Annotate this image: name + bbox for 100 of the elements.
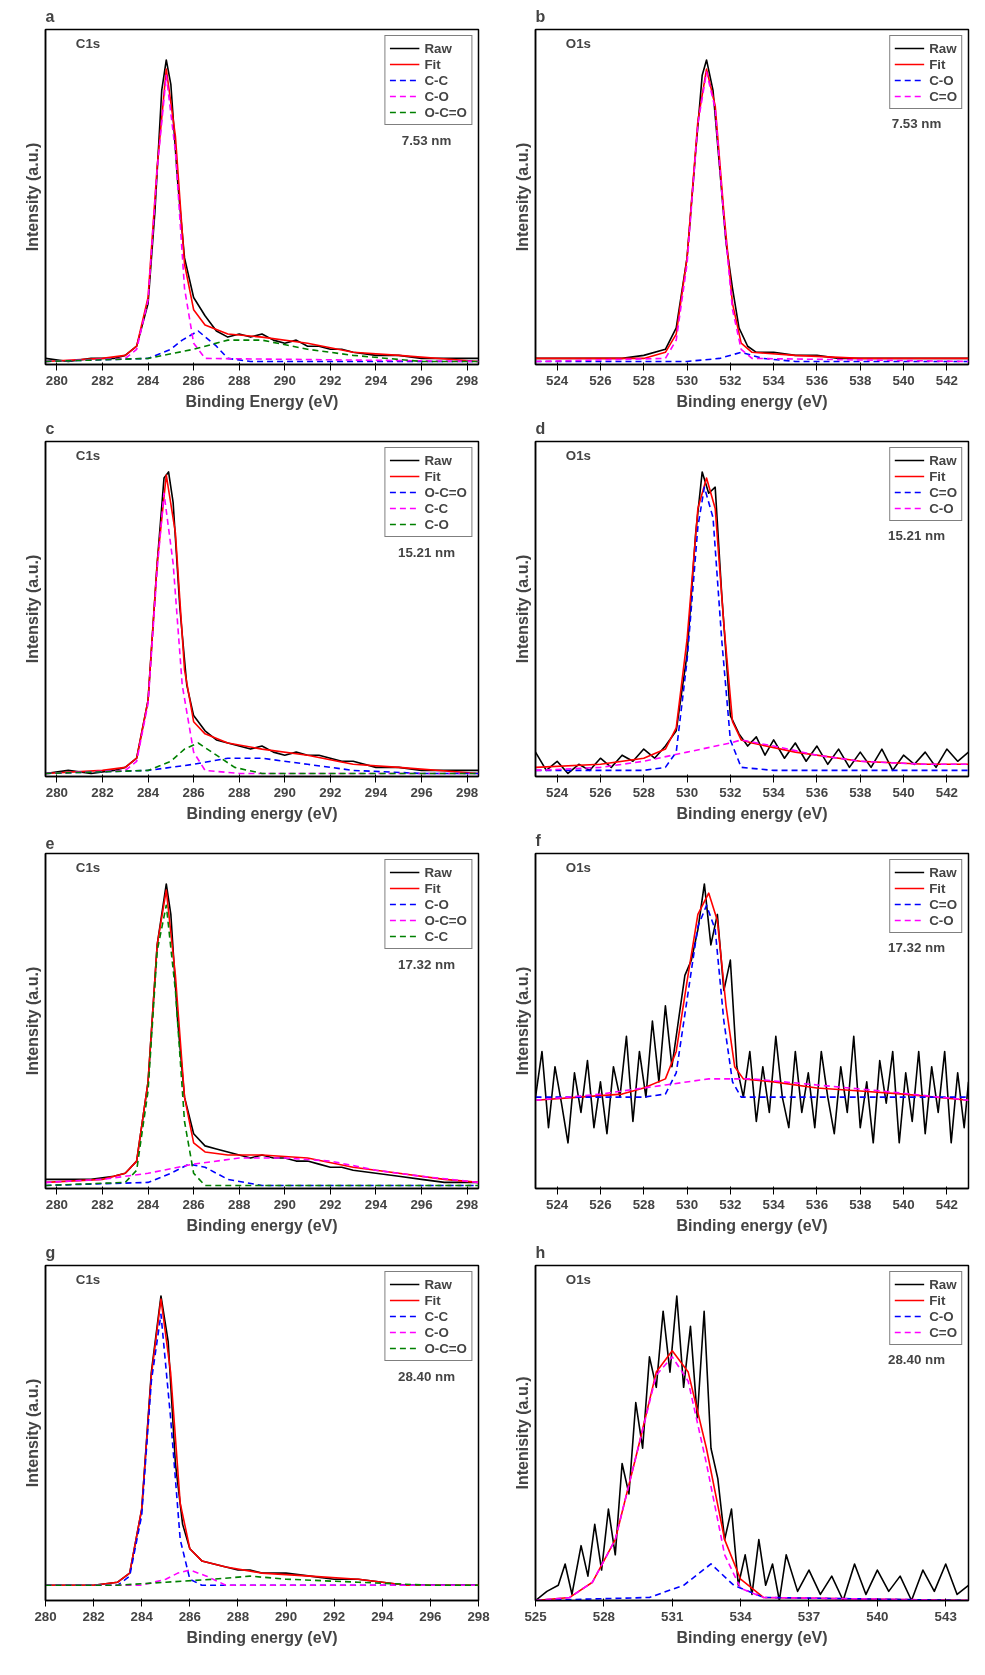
x-tick-label: 534: [762, 784, 786, 800]
legend-label: C-C: [424, 500, 449, 516]
legend-label: Fit: [424, 56, 442, 72]
x-tick-label: 298: [455, 372, 479, 388]
x-tick-label: 292: [319, 1196, 342, 1212]
x-tick-label: 542: [935, 372, 958, 388]
legend-label: C=O: [929, 88, 957, 104]
chart-title: b: [535, 7, 546, 25]
y-axis-title: Intensity (a.u.): [513, 142, 531, 252]
legend-label: Raw: [929, 1276, 957, 1292]
y-axis-title: Intensity (a.u.): [513, 966, 531, 1076]
x-tick-label: 296: [419, 1608, 442, 1624]
x-axis-title: Binding energy (eV): [186, 1216, 338, 1234]
legend-label: Fit: [424, 880, 442, 896]
legend-label: Fit: [424, 468, 442, 484]
x-tick-label: 288: [228, 784, 251, 800]
legend-label: Fit: [929, 56, 947, 72]
x-tick-label: 294: [371, 1608, 394, 1624]
x-tick-label: 542: [935, 784, 958, 800]
legend-label: C-C: [424, 1308, 449, 1324]
x-tick-label: 538: [849, 372, 872, 388]
x-tick-label: 543: [934, 1608, 957, 1624]
y-axis-title: Intensity (a.u.): [23, 142, 41, 252]
x-tick-label: 298: [455, 784, 479, 800]
text: O1s: [565, 36, 592, 52]
annotation: 17.32 nm: [398, 957, 456, 973]
legend-label: Fit: [929, 468, 947, 484]
x-tick-label: 294: [364, 372, 388, 388]
x-tick-label: 288: [228, 372, 251, 388]
x-axis-title: Binding energy (eV): [186, 1628, 338, 1646]
x-axis-title: Binding energy (eV): [676, 1216, 828, 1234]
x-tick-label: 537: [797, 1608, 821, 1624]
x-tick-label: 540: [892, 372, 915, 388]
x-tick-label: 282: [91, 784, 114, 800]
x-tick-label: 290: [274, 1608, 298, 1624]
annotation: 15.21 nm: [398, 545, 456, 561]
text: O1s: [565, 448, 592, 464]
x-tick-label: 282: [91, 1196, 114, 1212]
legend-label: C-O: [929, 72, 954, 88]
x-tick-label: 542: [935, 1196, 958, 1212]
legend-label: C-O: [929, 1308, 954, 1324]
x-tick-label: 524: [546, 784, 569, 800]
y-axis-title: Intensity (a.u.): [23, 1378, 41, 1488]
y-axis-title: Intensity (a.u.): [23, 966, 41, 1076]
x-tick-label: 530: [675, 372, 699, 388]
x-tick-label: 526: [589, 784, 612, 800]
x-tick-label: 538: [849, 784, 872, 800]
x-tick-label: 282: [82, 1608, 105, 1624]
x-tick-label: 284: [136, 784, 160, 800]
x-axis-title: Binding energy (eV): [676, 392, 828, 410]
legend-label: C=O: [929, 1324, 957, 1340]
chart-title: f: [535, 831, 542, 849]
x-tick-label: 524: [546, 372, 569, 388]
annotation: 7.53 nm: [891, 115, 942, 131]
x-tick-label: 540: [892, 1196, 915, 1212]
legend-label: C-C: [424, 72, 449, 88]
x-tick-label: 530: [675, 1196, 699, 1212]
x-tick-label: 284: [136, 372, 160, 388]
x-tick-label: 280: [45, 784, 69, 800]
legend-label: C-O: [929, 912, 954, 928]
y-axis-title: Intenisity (a.u.): [513, 1376, 531, 1490]
y-axis-title: Intensity (a.u.): [513, 554, 531, 664]
x-tick-label: 294: [364, 784, 388, 800]
x-tick-label: 292: [323, 1608, 346, 1624]
legend-label: Raw: [929, 864, 957, 880]
x-tick-label: 536: [805, 784, 829, 800]
legend-label: Fit: [929, 1292, 947, 1308]
x-tick-label: 528: [632, 1196, 655, 1212]
legend-label: Raw: [929, 40, 957, 56]
x-tick-label: 284: [130, 1608, 154, 1624]
x-tick-label: 294: [364, 1196, 388, 1212]
legend-label: O-C=O: [424, 104, 467, 120]
x-tick-label: 540: [892, 784, 915, 800]
legend-label: Raw: [929, 452, 957, 468]
legend-label: C-O: [424, 516, 449, 532]
x-tick-label: 288: [228, 1196, 251, 1212]
legend-label: C-O: [424, 88, 449, 104]
chart-title: g: [45, 1243, 56, 1261]
x-tick-label: 298: [455, 1196, 479, 1212]
text: C1s: [75, 36, 101, 52]
x-tick-label: 298: [467, 1608, 490, 1624]
x-tick-label: 280: [45, 1196, 69, 1212]
annotation: 28.40 nm: [398, 1369, 456, 1385]
legend-label: O-C=O: [424, 1340, 467, 1356]
legend-label: O-C=O: [424, 484, 467, 500]
x-tick-label: 280: [34, 1608, 57, 1624]
annotation: 15.21 nm: [888, 527, 946, 543]
x-tick-label: 280: [45, 372, 69, 388]
chart-title: a: [45, 7, 55, 25]
x-tick-label: 284: [136, 1196, 160, 1212]
x-tick-label: 286: [182, 784, 205, 800]
x-tick-label: 286: [182, 372, 205, 388]
x-tick-label: 525: [524, 1608, 548, 1624]
legend-label: Raw: [424, 1276, 452, 1292]
chart-title: d: [535, 419, 546, 437]
x-tick-label: 290: [273, 1196, 296, 1212]
x-tick-label: 528: [632, 372, 655, 388]
x-tick-label: 532: [719, 784, 742, 800]
x-tick-label: 282: [91, 372, 114, 388]
x-tick-label: 540: [866, 1608, 889, 1624]
